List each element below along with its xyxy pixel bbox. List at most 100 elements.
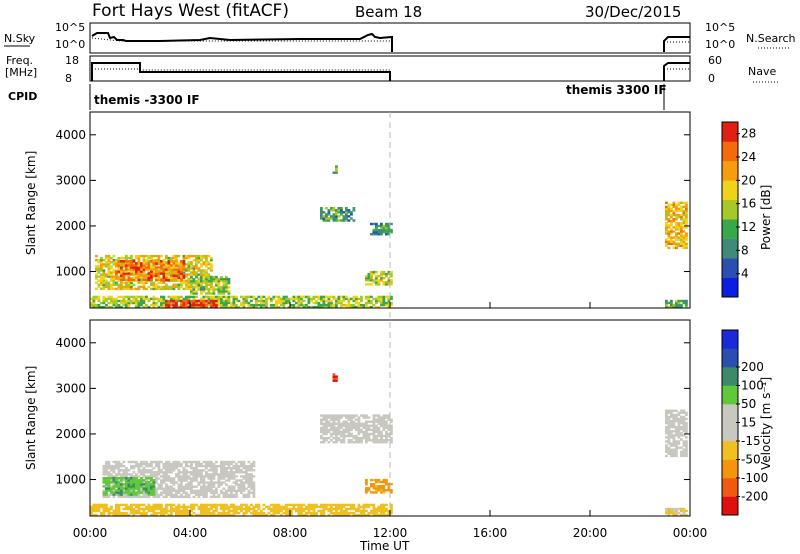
heatmap-cell	[145, 305, 148, 309]
heatmap-cell	[105, 299, 108, 303]
heatmap-cell	[247, 481, 251, 484]
heatmap-cell	[190, 288, 193, 291]
heatmap-cell	[325, 217, 328, 220]
heatmap-cell	[275, 301, 278, 305]
heatmap-cell	[195, 280, 198, 283]
colorbar-tick-label: -50	[741, 453, 761, 467]
heatmap-cell	[202, 495, 206, 499]
heatmap-cell	[682, 450, 686, 453]
heatmap-cell	[127, 299, 131, 303]
heatmap-cell	[682, 421, 686, 425]
heatmap-cell	[187, 263, 191, 266]
heatmap-cell	[667, 218, 671, 221]
heatmap-cell	[665, 201, 668, 204]
heatmap-cell	[387, 439, 391, 442]
heatmap-cell	[375, 279, 378, 282]
heatmap-cell	[190, 471, 193, 474]
heatmap-cell	[185, 303, 188, 307]
heatmap-cell	[245, 295, 248, 299]
heatmap-cell	[672, 230, 676, 233]
heatmap-cell	[195, 286, 198, 289]
heatmap-cell	[342, 428, 346, 432]
heatmap-cell	[220, 292, 223, 295]
heatmap-cell	[117, 262, 121, 265]
heatmap-cell	[332, 303, 336, 307]
heatmap-cell	[212, 473, 216, 476]
heatmap-cell	[152, 254, 156, 258]
heatmap-cell	[212, 464, 216, 468]
heatmap-cell	[357, 432, 361, 436]
heatmap-cell	[97, 303, 101, 307]
heatmap-cell	[212, 275, 216, 279]
heatmap-cell	[92, 299, 96, 303]
heatmap-cell	[380, 226, 383, 230]
heatmap-cell	[197, 254, 201, 258]
heatmap-cell	[677, 203, 681, 206]
heatmap-cell	[237, 487, 241, 490]
heatmap-cell	[202, 483, 206, 486]
heatmap-cell	[685, 423, 688, 427]
heatmap-cell	[315, 503, 318, 507]
heatmap-cell	[205, 485, 208, 488]
heatmap-cell	[205, 509, 208, 513]
heatmap-cell	[377, 439, 381, 442]
heatmap-cell	[297, 303, 301, 307]
heatmap-cell	[345, 509, 348, 513]
heatmap-cell	[95, 305, 98, 309]
heatmap-cell	[112, 489, 116, 492]
heatmap-cell	[345, 219, 348, 222]
heatmap-cell	[387, 509, 391, 513]
heatmap-cell	[227, 297, 231, 301]
heatmap-cell	[130, 464, 133, 468]
heatmap-cell	[175, 464, 178, 468]
heatmap-cell	[387, 279, 391, 282]
heatmap-cell	[112, 493, 116, 496]
heatmap-cell	[147, 254, 151, 258]
heatmap-cell	[180, 481, 183, 484]
heatmap-cell	[287, 301, 291, 305]
heatmap-cell	[665, 228, 668, 231]
heatmap-cell	[357, 430, 361, 434]
heatmap-cell	[197, 301, 201, 305]
heatmap-cell	[177, 297, 181, 301]
heatmap-cell	[120, 260, 123, 263]
heatmap-cell	[265, 513, 268, 517]
heatmap-cell	[157, 495, 161, 499]
heatmap-cell	[152, 299, 156, 303]
heatmap-cell	[160, 303, 163, 307]
heatmap-cell	[130, 272, 133, 275]
heatmap-cell	[330, 503, 333, 507]
heatmap-cell	[102, 503, 106, 507]
heatmap-cell	[320, 428, 323, 432]
heatmap-cell	[232, 301, 236, 305]
heatmap-cell	[137, 511, 141, 515]
heatmap-cell	[95, 267, 98, 270]
heatmap-cell	[677, 413, 681, 417]
heatmap-cell	[387, 281, 391, 284]
heatmap-cell	[350, 422, 353, 425]
heatmap-cell	[680, 230, 683, 233]
heatmap-cell	[157, 274, 161, 277]
colorbar-segment	[722, 441, 738, 460]
heatmap-cell	[305, 295, 308, 299]
heatmap-cell	[385, 303, 388, 307]
heatmap-cell	[242, 297, 246, 301]
heatmap-cell	[135, 274, 138, 277]
heatmap-cell	[132, 475, 136, 478]
heatmap-cell	[210, 469, 213, 472]
heatmap-cell	[232, 485, 236, 488]
heatmap-cell	[112, 479, 116, 482]
heatmap-cell	[185, 301, 188, 305]
heatmap-cell	[107, 256, 111, 260]
heatmap-cell	[315, 305, 318, 309]
heatmap-cell	[192, 473, 196, 476]
heatmap-cell	[337, 215, 341, 218]
heatmap-cell	[170, 489, 173, 492]
heatmap-cell	[330, 432, 333, 436]
heatmap-cell	[105, 467, 108, 470]
heatmap-cell	[217, 475, 221, 478]
date-label: 30/Dec/2015	[585, 3, 681, 21]
heatmap-cell	[325, 305, 328, 309]
heatmap-cell	[107, 479, 111, 482]
